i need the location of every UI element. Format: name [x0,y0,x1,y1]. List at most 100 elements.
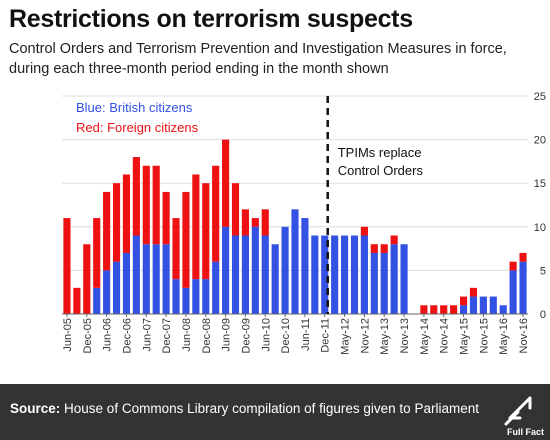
bar-british [311,235,319,314]
bar-british [152,244,160,314]
bar-british [222,226,230,314]
bar-foreign [152,165,160,245]
y-tick-label: 10 [534,222,546,234]
x-tick-label: Dec-10 [280,318,292,353]
bar-british [291,209,299,314]
bar-british [350,235,359,314]
bar-british [162,244,170,314]
bar-foreign [162,191,170,245]
bar-foreign [380,244,388,253]
bar-british [261,235,269,314]
bar-foreign [509,261,517,271]
bar-british [341,235,349,314]
x-tick-label: Jun-06 [102,318,114,352]
bar-british [519,261,527,314]
x-tick-label: Jun-09 [221,318,233,352]
x-tick-label: May-15 [459,318,471,355]
bar-foreign [202,183,210,280]
bar-british [112,261,121,314]
bar-british [321,235,329,314]
bar-foreign [390,235,398,245]
bar-british [360,235,368,314]
bar-british [103,270,111,314]
x-tick-label: Nov-16 [518,318,530,353]
x-tick-label: Nov-13 [399,318,411,353]
bar-british [489,296,497,314]
bar-british [212,261,220,314]
bar-foreign [182,191,190,288]
y-tick-label: 20 [534,135,546,147]
bar-british [251,226,259,314]
x-tick-label: May-16 [498,318,510,355]
annotation-text-line1: TPIMs replace [338,145,422,160]
bar-foreign [212,165,220,262]
bar-foreign [370,244,378,253]
bar-british [241,235,249,314]
source-label: Source: [10,401,61,416]
bar-british [132,235,140,314]
x-tick-label: Dec-05 [82,318,94,353]
bar-british [509,270,517,314]
bar-foreign [172,218,180,280]
bar-british [499,305,507,314]
full-fact-logo-icon [504,396,532,426]
bar-chart: 0 5 10 15 20 25 Jun-05 Dec-05 Jun-06 Dec-06 Jun-07… [62,91,546,355]
bar-british [172,279,180,314]
bar-british [380,252,388,314]
bar-foreign [73,287,81,314]
bar-foreign [420,305,428,314]
y-tick-label: 25 [534,91,546,103]
bar-british [231,235,240,314]
x-tick-label: Jun-11 [300,318,312,351]
x-tick-label: Nov-14 [439,318,451,353]
bar-british [122,252,131,314]
bar-british [281,226,289,314]
x-tick-label: Dec-09 [240,318,252,353]
bar-british [390,244,398,314]
bar-foreign [132,157,140,236]
logo-text: Full Fact [506,427,544,437]
bar-british [479,296,487,314]
bar-british [93,287,101,314]
x-tick-label: Dec-11 [320,318,332,353]
bar-foreign [103,191,111,271]
x-tick-label: Nov-12 [359,318,371,353]
bar-foreign [360,226,368,236]
x-tick-label: May-12 [340,318,352,355]
bar-british [459,305,468,314]
bar-foreign [83,244,91,314]
x-tick-label: May-13 [379,318,391,355]
x-tick-label: May-14 [419,318,431,355]
bar-british [142,244,150,314]
bar-foreign [63,218,71,314]
bar-foreign [519,252,527,262]
bar-british [192,279,200,314]
legend-british: Blue: British citizens [76,100,193,115]
x-tick-label: Jun-08 [181,318,193,352]
y-tick-label: 0 [540,309,546,321]
bar-foreign [430,305,438,314]
x-tick-label: Jun-05 [62,318,74,352]
x-tick-label: Nov-15 [478,318,490,353]
bar-british [301,218,309,314]
y-tick-label: 5 [540,265,546,277]
bar-foreign [222,139,230,227]
bar-foreign [459,296,468,306]
bar-foreign [112,183,121,262]
x-tick-label: Jun-10 [260,318,272,352]
bar-foreign [251,218,259,227]
source-text: House of Commons Library compilation of … [64,401,479,416]
chart-title: Restrictions on terrorism suspects [9,5,413,33]
bar-foreign [440,305,448,314]
bar-british [370,252,378,314]
bar-foreign [93,218,101,288]
x-tick-label: Dec-07 [161,318,173,353]
bar-foreign [142,165,150,245]
bar-foreign [231,183,240,236]
bar-foreign [122,174,131,253]
bar-foreign [192,174,200,280]
bar-british [400,244,408,314]
bar-foreign [261,209,269,236]
x-tick-label: Dec-06 [121,318,133,353]
bar-british [202,279,210,314]
